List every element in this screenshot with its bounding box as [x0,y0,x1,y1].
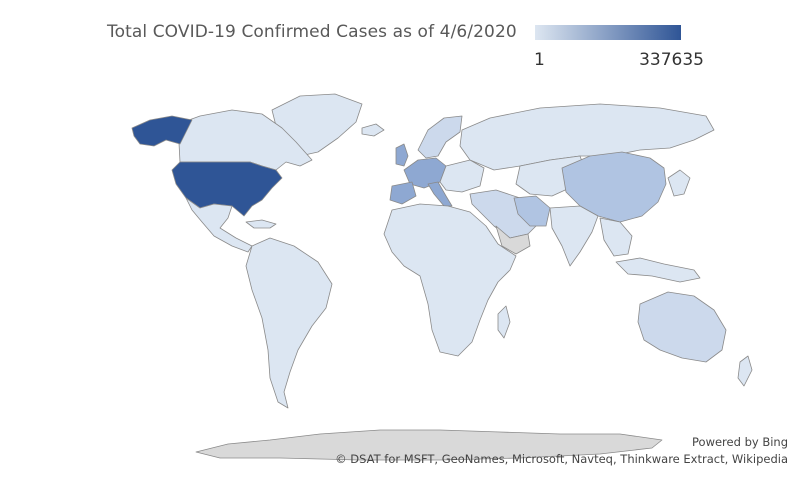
map-attribution: © DSAT for MSFT, GeoNames, Microsoft, Na… [335,452,788,466]
region-iceland[interactable] [361,123,385,137]
region-arabian-peninsula[interactable] [495,225,531,255]
region-eastern-europe[interactable] [439,159,485,193]
map-title: Total COVID-19 Confirmed Cases as of 4/6… [107,22,517,42]
region-russia[interactable] [459,103,715,171]
region-united-states[interactable] [171,161,283,217]
region-australia[interactable] [637,291,727,363]
region-alaska[interactable] [131,115,193,147]
region-spain[interactable] [389,181,417,205]
region-south-america[interactable] [245,237,333,409]
region-maritime-southeast-asia[interactable] [615,257,701,283]
region-southeast-asia[interactable] [599,217,633,257]
region-caribbean[interactable] [245,219,277,229]
region-madagascar[interactable] [497,305,511,339]
powered-by-bing: Powered by Bing [692,435,788,449]
region-italy[interactable] [427,181,453,207]
region-iran[interactable] [513,195,551,227]
region-south-asia[interactable] [549,205,599,267]
region-africa[interactable] [383,203,517,357]
legend-min-label: 1 [534,50,545,70]
region-united-kingdom[interactable] [395,143,409,167]
region-new-zealand[interactable] [737,355,753,387]
region-antarctica [195,429,663,461]
region-scandinavia[interactable] [417,115,463,159]
legend-max-label: 337635 [639,50,704,70]
legend-color-scale [535,25,681,40]
region-korea-japan[interactable] [667,169,691,197]
region-mexico-central-america[interactable] [185,197,253,253]
